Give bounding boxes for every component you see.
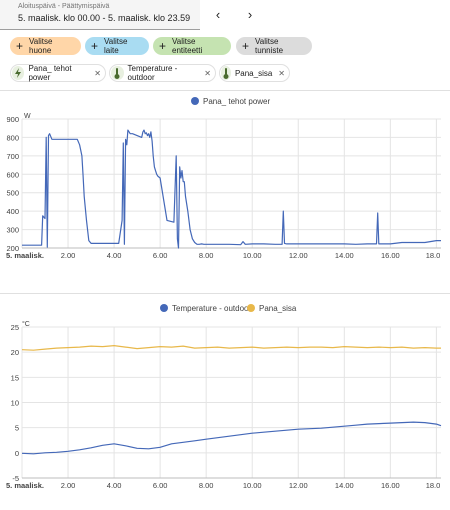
- close-icon[interactable]: ✕: [204, 68, 211, 78]
- x-tick-label: 8.00: [199, 251, 214, 260]
- y-tick-label: 25: [11, 323, 19, 332]
- legend-label-outdoor[interactable]: Temperature - outdoor: [172, 304, 251, 313]
- legend-swatch-sisa[interactable]: [247, 304, 255, 312]
- x-tick-label: 18.0: [426, 481, 441, 490]
- y-tick-label: 200: [6, 244, 19, 253]
- entity-chip-label: Pana_ tehot power: [28, 64, 72, 82]
- plus-icon: +: [159, 39, 167, 53]
- divider: [0, 90, 450, 91]
- choose-device-label: Valitse laite: [104, 37, 128, 55]
- plus-icon: +: [242, 39, 250, 53]
- entity-chip-outdoor[interactable]: Temperature - outdoor ✕: [109, 64, 216, 82]
- y-axis-unit: W: [24, 113, 31, 120]
- x-tick-label: 10.00: [243, 481, 262, 490]
- entity-chip-power[interactable]: Pana_ tehot power ✕: [10, 64, 106, 82]
- x-tick-label: 4.00: [107, 481, 122, 490]
- choose-entity-button[interactable]: + Valitse entiteetti: [153, 37, 231, 55]
- plus-icon: +: [91, 39, 99, 53]
- flash-icon: [12, 66, 25, 80]
- y-tick-label: 600: [6, 170, 19, 179]
- choose-label-label: Valitse tunniste: [255, 37, 284, 55]
- y-tick-label: 400: [6, 207, 19, 216]
- date-range-picker[interactable]: Aloituspäivä - Päättymispäivä 5. maalisk…: [0, 0, 200, 30]
- series-line-pana-sisa[interactable]: [21, 344, 441, 351]
- x-tick-label: 18.0: [426, 251, 441, 260]
- y-tick-label: 0: [15, 449, 19, 458]
- legend-label-sisa[interactable]: Pana_sisa: [259, 304, 297, 313]
- y-axis-unit: °C: [22, 320, 30, 328]
- x-tick-label: 14.00: [335, 251, 354, 260]
- x-tick-label: 6.00: [153, 481, 168, 490]
- choose-entity-label: Valitse entiteetti: [172, 37, 203, 55]
- series-line-pana-tehot-power[interactable]: [22, 129, 441, 249]
- x-tick-label: 10.00: [243, 251, 262, 260]
- x-tick-label: 5. maalisk.: [6, 251, 44, 260]
- close-icon[interactable]: ✕: [278, 68, 285, 78]
- y-tick-label: 500: [6, 189, 19, 198]
- power-chart: Pana_ tehot power W 900 800 700 600 500 400 30…: [6, 97, 441, 260]
- x-tick-label: 16.00: [381, 251, 400, 260]
- x-tick-label: 12.00: [289, 481, 308, 490]
- date-range-label: Aloituspäivä - Päättymispäivä: [18, 3, 110, 10]
- entity-chip-sisa[interactable]: Pana_sisa ✕: [219, 64, 290, 82]
- choose-area-label: Valitse huone: [29, 37, 53, 55]
- temperature-chart: Temperature - outdoor Pana_sisa °C 25 20 1…: [6, 304, 442, 490]
- entity-chip-label: Pana_sisa: [234, 68, 273, 78]
- y-tick-label: 20: [11, 348, 19, 357]
- thermometer-icon: [221, 66, 231, 80]
- chevron-right-icon[interactable]: ›: [247, 6, 253, 22]
- x-tick-label: 4.00: [107, 251, 122, 260]
- legend-swatch-power[interactable]: [191, 97, 199, 105]
- legend-label-power[interactable]: Pana_ tehot power: [203, 97, 270, 106]
- y-tick-label: 5: [15, 424, 19, 433]
- choose-device-button[interactable]: + Valitse laite: [85, 37, 149, 55]
- divider: [0, 293, 450, 294]
- x-tick-label: 6.00: [153, 251, 168, 260]
- close-icon[interactable]: ✕: [94, 68, 101, 78]
- x-tick-label: 2.00: [61, 251, 76, 260]
- x-tick-label: 2.00: [61, 481, 76, 490]
- x-tick-label: 8.00: [199, 481, 214, 490]
- y-tick-label: -5: [12, 474, 19, 483]
- x-tick-label: 5. maalisk.: [6, 481, 44, 490]
- date-range-value: 5. maalisk. klo 00.00 - 5. maalisk. klo …: [18, 13, 191, 23]
- y-tick-label: 10: [11, 399, 19, 408]
- y-tick-label: 900: [6, 115, 19, 124]
- y-tick-label: 300: [6, 226, 19, 235]
- plus-icon: +: [16, 39, 24, 53]
- choose-label-button[interactable]: + Valitse tunniste: [236, 37, 312, 55]
- x-tick-label: 16.00: [381, 481, 400, 490]
- y-tick-label: 700: [6, 152, 19, 161]
- x-tick-label: 12.00: [289, 251, 308, 260]
- choose-area-button[interactable]: + Valitse huone: [10, 37, 81, 55]
- entity-chip-label: Temperature - outdoor: [127, 64, 178, 82]
- chevron-left-icon[interactable]: ‹: [215, 6, 221, 22]
- series-line-temperature-outdoor[interactable]: [21, 421, 442, 455]
- x-tick-label: 14.00: [335, 481, 354, 490]
- y-tick-label: 15: [11, 373, 19, 382]
- thermometer-icon: [111, 66, 124, 80]
- legend-swatch-outdoor[interactable]: [160, 304, 168, 312]
- y-tick-label: 800: [6, 133, 19, 142]
